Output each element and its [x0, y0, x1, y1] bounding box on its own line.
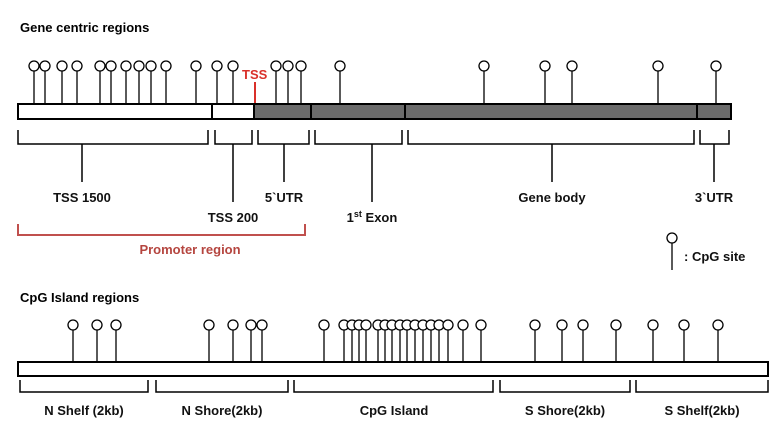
- gene-cpg-site-21-head: [652, 60, 664, 72]
- island-cpg-site-6-head: [245, 319, 257, 331]
- gene-cpg-site-11-head: [190, 60, 202, 72]
- label-exon1-suffix: Exon: [362, 210, 397, 225]
- gene-cpg-site-19-head: [539, 60, 551, 72]
- bracket-5utr: [257, 130, 310, 145]
- island-cpg-site-1-head: [67, 319, 79, 331]
- island-cpg-site-26-head: [556, 319, 568, 331]
- gene-cpg-site-22-head: [710, 60, 722, 72]
- label-genebody: Gene body: [518, 190, 586, 205]
- island-cpg-site-4-head: [203, 319, 215, 331]
- gene-section-title: Gene centric regions: [20, 20, 149, 35]
- island-region-brackets: [19, 380, 769, 393]
- island-cpg-site-28-head: [610, 319, 622, 331]
- island-bar: [17, 361, 769, 377]
- promoter-bracket: [17, 224, 306, 236]
- gene-cpg-site-3-head: [56, 60, 68, 72]
- gene-cpg-site-4-head: [71, 60, 83, 72]
- gene-cpg-site-15-head: [282, 60, 294, 72]
- gene-bar-5utr: [253, 103, 312, 120]
- island-cpg-site-7-head: [256, 319, 268, 331]
- island-cpg-site-29-head: [647, 319, 659, 331]
- gene-cpg-site-10-head: [160, 60, 172, 72]
- label-5utr: 5`UTR: [265, 190, 304, 205]
- legend-cpg-icon: [666, 232, 678, 244]
- label-exon1-number: 1: [347, 210, 354, 225]
- bracket-sshore: [499, 380, 631, 393]
- label-nshore: N Shore(2kb): [182, 403, 263, 418]
- gene-bar-tss1500: [17, 103, 213, 120]
- gene-bar-exon1: [310, 103, 406, 120]
- bracket-nshore: [155, 380, 289, 393]
- label-tss1500: TSS 1500: [53, 190, 111, 205]
- gene-region-brackets: [17, 130, 730, 202]
- bracket-nshelf: [19, 380, 149, 393]
- island-cpg-sites: [67, 319, 724, 362]
- gene-cpg-site-5-head: [94, 60, 106, 72]
- gene-cpg-site-12-head: [211, 60, 223, 72]
- island-cpg-site-2-head: [91, 319, 103, 331]
- label-sshore: S Shore(2kb): [525, 403, 605, 418]
- gene-cpg-site-16-head: [295, 60, 307, 72]
- gene-cpg-site-20-head: [566, 60, 578, 72]
- bracket-genebody: [407, 130, 695, 145]
- bracket-3utr: [699, 130, 730, 145]
- tss-marker-label: TSS: [242, 67, 268, 82]
- island-cpg-site-27-head: [577, 319, 589, 331]
- island-cpg-site-23-head: [457, 319, 469, 331]
- bracket-exon1: [314, 130, 403, 145]
- gene-bar-genebody: [404, 103, 698, 120]
- label-tss200: TSS 200: [208, 210, 259, 225]
- promoter-label: Promoter region: [139, 242, 240, 257]
- label-sshelf: S Shelf(2kb): [664, 403, 739, 418]
- gene-cpg-site-1-head: [28, 60, 40, 72]
- label-island: CpG Island: [360, 403, 429, 418]
- gene-cpg-site-14-head: [270, 60, 282, 72]
- gene-bar: [17, 103, 732, 120]
- gene-cpg-site-13-head: [227, 60, 239, 72]
- gene-cpg-site-2-head: [39, 60, 51, 72]
- island-cpg-site-3-head: [110, 319, 122, 331]
- gene-cpg-site-17-head: [334, 60, 346, 72]
- label-exon1: 1st Exon: [347, 209, 398, 225]
- island-cpg-site-30-head: [678, 319, 690, 331]
- island-cpg-site-22-head: [442, 319, 454, 331]
- bracket-tss1500: [17, 130, 209, 145]
- bracket-tss200: [214, 130, 253, 145]
- island-cpg-site-5-head: [227, 319, 239, 331]
- gene-cpg-site-6-head: [105, 60, 117, 72]
- gene-bar-tss200: [211, 103, 255, 120]
- cpg-site-legend: : CpG site: [666, 232, 745, 270]
- island-cpg-site-31-head: [712, 319, 724, 331]
- island-cpg-site-12-head: [360, 319, 372, 331]
- gene-cpg-site-7-head: [120, 60, 132, 72]
- gene-cpg-site-8-head: [133, 60, 145, 72]
- gene-bar-3utr: [696, 103, 732, 120]
- bracket-island: [293, 380, 494, 393]
- legend-label: : CpG site: [684, 249, 745, 264]
- gene-cpg-sites: [28, 60, 722, 104]
- label-3utr: 3`UTR: [695, 190, 734, 205]
- island-cpg-site-25-head: [529, 319, 541, 331]
- gene-cpg-site-18-head: [478, 60, 490, 72]
- label-nshelf: N Shelf (2kb): [44, 403, 123, 418]
- gene-cpg-site-9-head: [145, 60, 157, 72]
- bracket-sshelf: [635, 380, 769, 393]
- island-section-title: CpG Island regions: [20, 290, 139, 305]
- island-cpg-site-8-head: [318, 319, 330, 331]
- island-cpg-site-24-head: [475, 319, 487, 331]
- label-exon1-sup: st: [354, 209, 362, 219]
